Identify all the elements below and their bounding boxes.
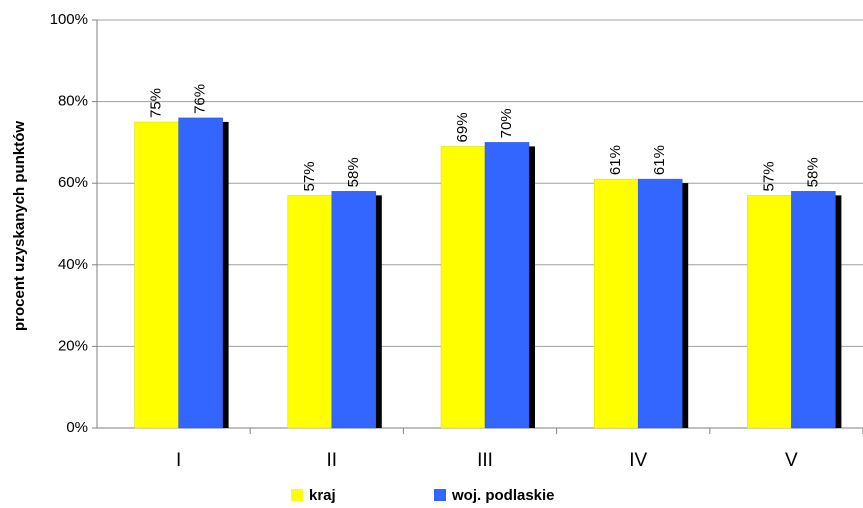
- value-label: 61%: [607, 145, 624, 175]
- x-tick-label: IV: [629, 450, 647, 471]
- y-tick-label: 0%: [66, 419, 88, 436]
- bar: [747, 195, 792, 429]
- bar: [134, 121, 179, 429]
- bar: [593, 178, 639, 429]
- legend-swatch: [434, 489, 446, 501]
- bar-shadow: [375, 195, 382, 428]
- value-label: 58%: [804, 157, 821, 187]
- legend-swatch: [291, 489, 303, 501]
- bar-shadow: [222, 121, 229, 429]
- bar: [178, 117, 223, 429]
- value-label: 69%: [454, 112, 471, 142]
- value-label: 61%: [651, 145, 668, 175]
- value-label: 57%: [301, 161, 318, 191]
- bar: [484, 142, 530, 429]
- value-label: 57%: [760, 161, 777, 191]
- bar: [287, 195, 333, 429]
- value-label: 70%: [498, 108, 515, 138]
- bar-shadow: [682, 183, 689, 428]
- bar-shadow: [529, 146, 535, 428]
- x-tick-label: II: [327, 450, 338, 471]
- value-label: 75%: [148, 88, 165, 118]
- y-tick-label: 60%: [58, 174, 88, 191]
- bar: [791, 191, 836, 429]
- y-tick-label: 20%: [58, 337, 88, 354]
- x-tick-label: V: [785, 450, 798, 471]
- bar: [331, 191, 377, 429]
- y-tick-label: 100%: [50, 11, 88, 28]
- x-tick-label: I: [176, 450, 181, 471]
- y-tick-label: 80%: [58, 93, 88, 110]
- x-tick-label: III: [477, 450, 493, 471]
- y-axis-label: procent uzyskanych punktów: [11, 121, 28, 331]
- bar: [637, 178, 683, 429]
- value-label: 58%: [345, 157, 362, 187]
- y-tick-label: 40%: [58, 256, 88, 273]
- legend-label: kraj: [309, 487, 336, 504]
- legend-label: woj. podlaskie: [451, 487, 555, 504]
- bar: [440, 146, 486, 429]
- bar-shadow: [835, 195, 842, 428]
- value-label: 76%: [192, 84, 209, 114]
